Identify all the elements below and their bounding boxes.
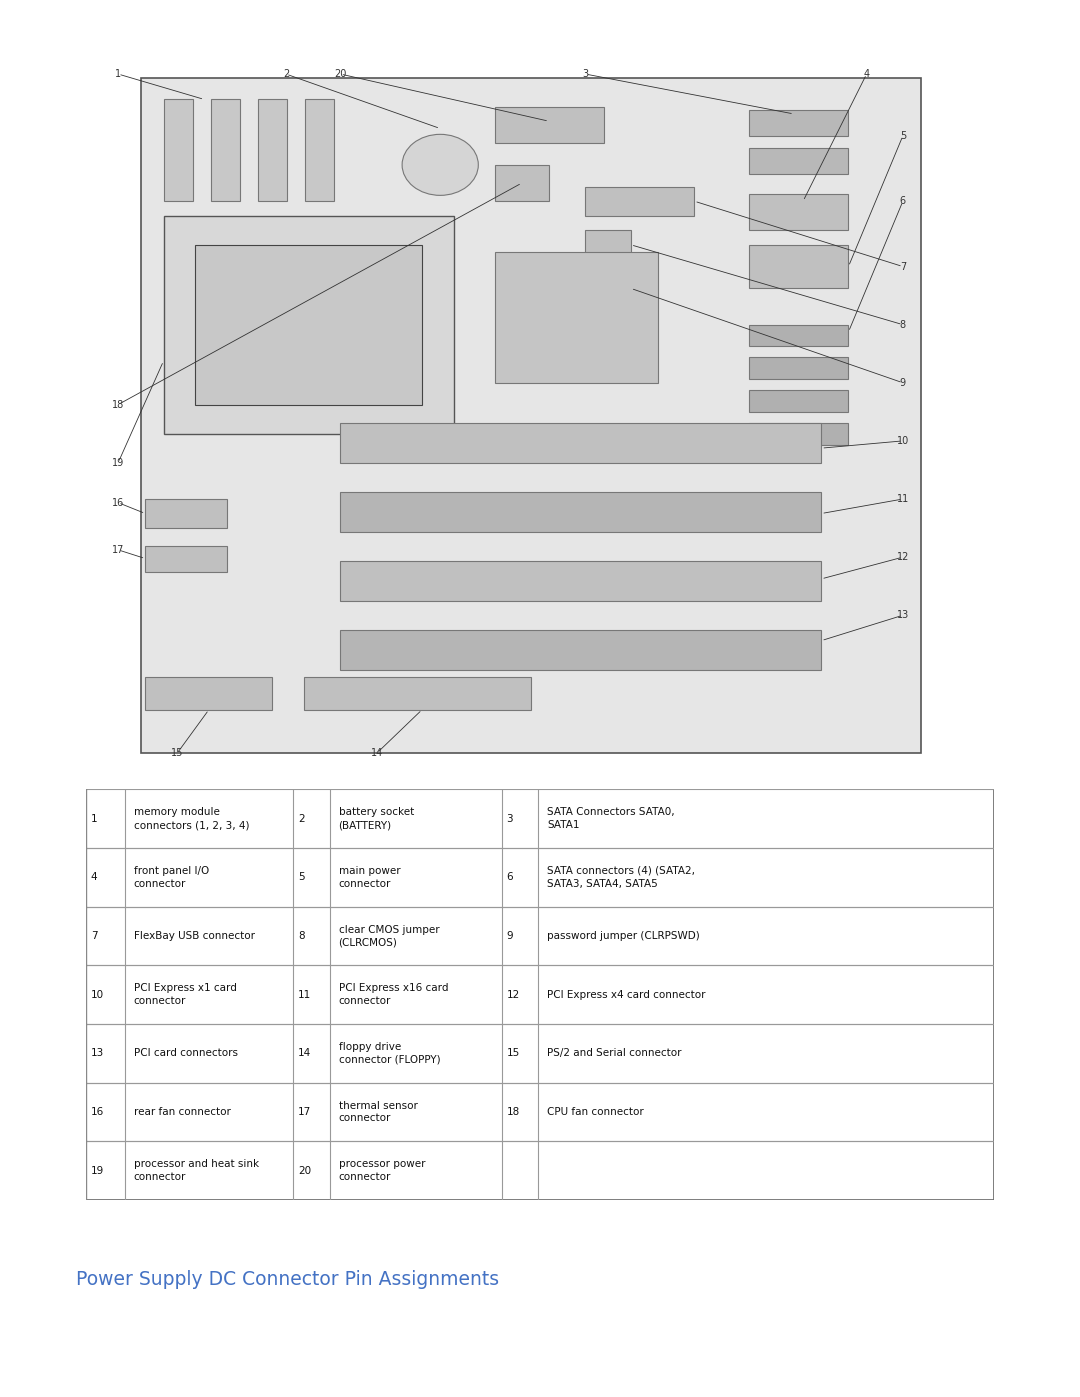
Text: 17: 17 [112, 545, 124, 555]
Bar [748, 423, 849, 444]
Text: battery socket
(BATTERY): battery socket (BATTERY) [339, 807, 414, 830]
Text: 16: 16 [91, 1106, 104, 1118]
Bar [140, 78, 921, 753]
Text: 2: 2 [283, 68, 289, 80]
Text: 7: 7 [900, 261, 906, 271]
Bar [340, 492, 821, 532]
Text: PCI Express x1 card
connector: PCI Express x1 card connector [134, 983, 237, 1006]
Bar [305, 678, 531, 710]
Bar [340, 630, 821, 669]
Text: memory module
connectors (1, 2, 3, 4): memory module connectors (1, 2, 3, 4) [134, 807, 249, 830]
Bar [211, 99, 240, 201]
Bar [748, 358, 849, 379]
Text: 11: 11 [896, 495, 909, 504]
Text: 12: 12 [507, 989, 519, 1000]
Bar [86, 965, 994, 1024]
Text: 5: 5 [298, 872, 305, 883]
Text: 19: 19 [91, 1165, 104, 1176]
Text: 3: 3 [582, 68, 589, 80]
Text: 20: 20 [334, 68, 347, 80]
Text: 18: 18 [507, 1106, 519, 1118]
Text: password jumper (CLRPSWD): password jumper (CLRPSWD) [548, 930, 700, 942]
Text: 6: 6 [900, 196, 906, 207]
Text: 10: 10 [91, 989, 104, 1000]
Text: 12: 12 [896, 552, 909, 562]
Text: processor and heat sink
connector: processor and heat sink connector [134, 1160, 259, 1182]
Text: clear CMOS jumper
(CLRCMOS): clear CMOS jumper (CLRCMOS) [339, 925, 440, 947]
Bar [146, 499, 227, 528]
Bar [258, 99, 287, 201]
Text: 1: 1 [116, 68, 121, 80]
Bar [748, 194, 849, 231]
Bar [86, 848, 994, 907]
Text: front panel I/O
connector: front panel I/O connector [134, 866, 208, 888]
Bar [495, 106, 604, 142]
Text: 8: 8 [900, 320, 906, 330]
Text: 9: 9 [507, 930, 513, 942]
Bar [163, 99, 192, 201]
Bar [748, 324, 849, 346]
Text: floppy drive
connector (FLOPPY): floppy drive connector (FLOPPY) [339, 1042, 441, 1065]
Text: PS/2 and Serial connector: PS/2 and Serial connector [548, 1048, 681, 1059]
Text: 7: 7 [91, 930, 97, 942]
Text: 11: 11 [298, 989, 311, 1000]
Text: 4: 4 [864, 68, 869, 80]
Text: 3: 3 [507, 813, 513, 824]
Bar [86, 789, 994, 848]
Text: 5: 5 [900, 131, 906, 141]
Text: thermal sensor
connector: thermal sensor connector [339, 1101, 418, 1123]
Text: 14: 14 [370, 749, 382, 759]
Text: 16: 16 [112, 497, 124, 507]
Circle shape [402, 134, 478, 196]
Bar [195, 244, 422, 405]
Text: processor power
connector: processor power connector [339, 1160, 426, 1182]
Bar [86, 1024, 994, 1083]
Text: 17: 17 [298, 1106, 311, 1118]
Text: 4: 4 [91, 872, 97, 883]
Text: FlexBay USB connector: FlexBay USB connector [134, 930, 255, 942]
Text: 20: 20 [298, 1165, 311, 1176]
Bar [495, 251, 658, 383]
Text: 1: 1 [91, 813, 97, 824]
Text: 2: 2 [298, 813, 305, 824]
Bar [585, 187, 694, 215]
Text: 14: 14 [298, 1048, 311, 1059]
Text: 18: 18 [112, 400, 124, 409]
Bar [163, 215, 454, 433]
Text: 10: 10 [896, 436, 909, 446]
Text: 8: 8 [298, 930, 305, 942]
Text: 19: 19 [112, 458, 124, 468]
Text: PCI Express x4 card connector: PCI Express x4 card connector [548, 989, 705, 1000]
Bar [585, 231, 631, 260]
Bar [86, 907, 994, 965]
Bar [86, 1141, 994, 1200]
Text: PCI Express x16 card
connector: PCI Express x16 card connector [339, 983, 448, 1006]
Text: main power
connector: main power connector [339, 866, 401, 888]
Bar [86, 1083, 994, 1141]
Text: 9: 9 [900, 377, 906, 388]
Bar [585, 274, 631, 303]
Text: SATA connectors (4) (SATA2,
SATA3, SATA4, SATA5: SATA connectors (4) (SATA2, SATA3, SATA4… [548, 866, 696, 888]
Text: 15: 15 [171, 749, 184, 759]
Bar [146, 678, 272, 710]
Text: 13: 13 [896, 610, 909, 620]
Bar [748, 390, 849, 412]
Bar [748, 244, 849, 288]
Text: 15: 15 [507, 1048, 519, 1059]
Text: 6: 6 [507, 872, 513, 883]
Bar [340, 560, 821, 601]
Bar [748, 148, 849, 173]
Text: 13: 13 [91, 1048, 104, 1059]
Text: CPU fan connector: CPU fan connector [548, 1106, 644, 1118]
Bar [305, 99, 334, 201]
Bar [340, 423, 821, 462]
Text: PCI card connectors: PCI card connectors [134, 1048, 238, 1059]
Text: Power Supply DC Connector Pin Assignments: Power Supply DC Connector Pin Assignment… [76, 1270, 499, 1289]
Text: rear fan connector: rear fan connector [134, 1106, 230, 1118]
Bar [146, 546, 227, 571]
Bar [495, 165, 549, 201]
Text: SATA Connectors SATA0,
SATA1: SATA Connectors SATA0, SATA1 [548, 807, 675, 830]
Bar [748, 110, 849, 136]
